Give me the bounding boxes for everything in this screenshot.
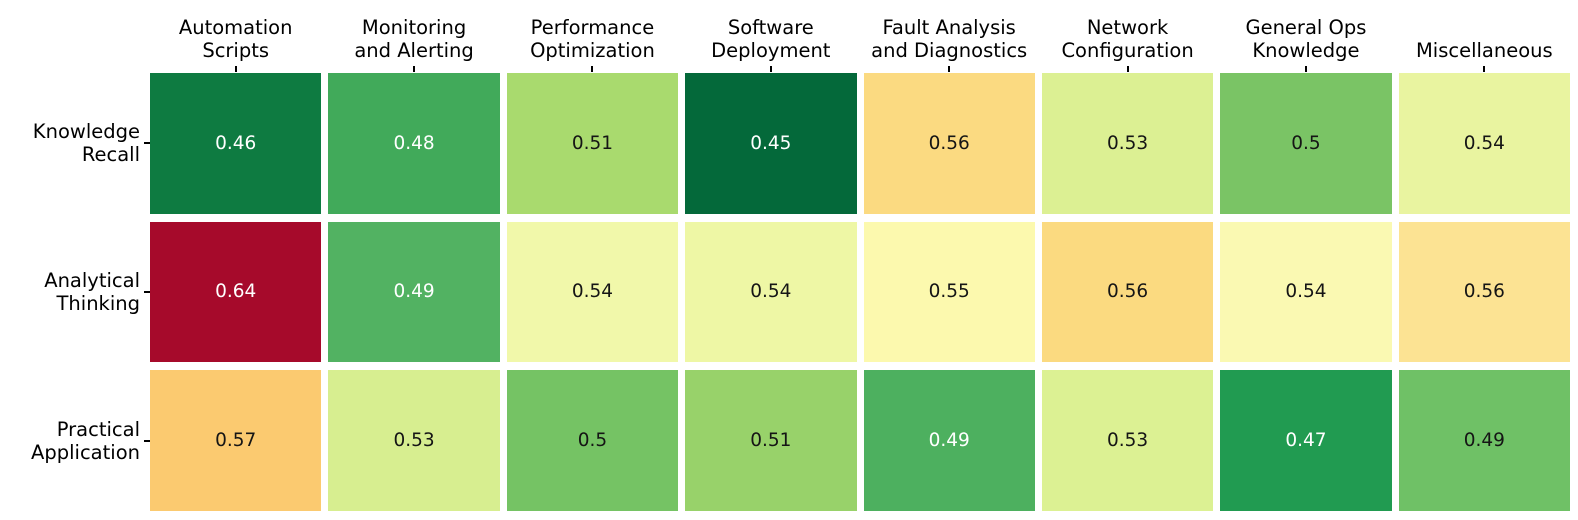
heatmap-grid: 0.46 0.48 0.51 0.45 0.56 0.53 0.5 0.54 0.64 0.49 0…: [150, 73, 1570, 511]
x-tick-mark: [413, 66, 416, 72]
column-header-7: Miscellaneous: [1399, 0, 1570, 72]
x-tick-mark: [591, 66, 594, 72]
column-header-6: General Ops Knowledge: [1220, 0, 1391, 72]
cell-value: 0.56: [1106, 281, 1149, 303]
heatmap-cell-r2-c6: 0.47: [1220, 370, 1392, 511]
column-header-4: Fault Analysis and Diagnostics: [864, 0, 1035, 72]
row-labels: Knowledge Recall Analytical Thinking Pract…: [0, 73, 150, 511]
cell-value: 0.48: [393, 132, 435, 154]
cell-value: 0.47: [1285, 430, 1327, 452]
column-label: Performance Optimization: [530, 16, 655, 62]
heatmap-cell-r1-c2: 0.54: [506, 221, 679, 363]
heatmap-cell-r0-c4: 0.56: [863, 73, 1035, 214]
heatmap-cell-r0-c1: 0.48: [328, 73, 500, 214]
cell-value: 0.49: [393, 281, 435, 303]
cell-value: 0.46: [215, 132, 257, 154]
cell-value: 0.54: [750, 281, 792, 303]
column-label: Miscellaneous: [1415, 39, 1553, 62]
heatmap-cell-r0-c5: 0.53: [1041, 73, 1214, 214]
cell-value: 0.51: [571, 132, 614, 154]
y-tick-mark: [144, 439, 150, 442]
x-tick-mark: [1483, 66, 1486, 72]
heatmap-cell-r2-c1: 0.53: [328, 370, 500, 511]
column-label: Monitoring and Alerting: [354, 16, 474, 62]
x-tick-mark: [234, 66, 237, 72]
column-label: Network Configuration: [1061, 16, 1194, 62]
heatmap-cell-r1-c7: 0.56: [1398, 221, 1570, 363]
cell-value: 0.56: [928, 132, 970, 154]
cell-value: 0.5: [1291, 132, 1321, 154]
cell-value: 0.49: [1463, 430, 1505, 452]
heatmap-cell-r2-c0: 0.57: [150, 370, 322, 511]
cell-value: 0.53: [1106, 132, 1149, 154]
cell-value: 0.57: [215, 430, 257, 452]
column-header-1: Monitoring and Alerting: [328, 0, 499, 72]
row-header-2: Practical Application: [0, 370, 150, 511]
heatmap-cell-r0-c0: 0.46: [150, 73, 322, 214]
heatmap-cell-r2-c2: 0.5: [506, 370, 679, 511]
column-headers: Automation Scripts Monitoring and Alertin…: [150, 0, 1570, 72]
cell-value: 0.45: [750, 132, 792, 154]
column-label: Software Deployment: [711, 16, 831, 62]
row-label: Knowledge Recall: [32, 120, 140, 167]
y-tick-mark: [144, 142, 150, 145]
cell-value: 0.54: [1285, 281, 1327, 303]
cell-value: 0.54: [571, 281, 614, 303]
row-label: Practical Application: [31, 417, 140, 464]
row-header-1: Analytical Thinking: [0, 222, 150, 363]
x-tick-mark: [1304, 66, 1307, 72]
heatmap-cell-r2-c7: 0.49: [1398, 370, 1570, 511]
cell-value: 0.54: [1463, 132, 1505, 154]
cell-value: 0.49: [928, 430, 970, 452]
cell-value: 0.5: [577, 430, 608, 452]
x-tick-mark: [769, 66, 772, 72]
cell-value: 0.53: [393, 430, 435, 452]
heatmap-cell-r0-c6: 0.5: [1220, 73, 1392, 214]
column-label: Automation Scripts: [178, 16, 293, 62]
heatmap-cell-r0-c7: 0.54: [1398, 73, 1570, 214]
cell-value: 0.55: [928, 281, 970, 303]
x-tick-mark: [948, 66, 951, 72]
column-label: Fault Analysis and Diagnostics: [871, 16, 1028, 62]
heatmap-cell-r1-c1: 0.49: [328, 221, 500, 363]
heatmap-cell-r1-c4: 0.55: [863, 221, 1035, 363]
row-header-0: Knowledge Recall: [0, 73, 150, 214]
heatmap-cell-r0-c3: 0.45: [685, 73, 857, 214]
column-header-2: Performance Optimization: [507, 0, 678, 72]
heatmap-cell-r2-c4: 0.49: [863, 370, 1035, 511]
heatmap-cell-r1-c6: 0.54: [1220, 221, 1392, 363]
heatmap-cell-r2-c3: 0.51: [685, 370, 857, 511]
column-label: General Ops Knowledge: [1245, 16, 1367, 62]
cell-value: 0.64: [215, 281, 257, 303]
cell-value: 0.56: [1463, 281, 1505, 303]
heatmap-cell-r0-c2: 0.51: [506, 73, 679, 214]
heatmap-cell-r1-c3: 0.54: [685, 221, 857, 363]
cell-value: 0.53: [1106, 430, 1149, 452]
heatmap-cell-r1-c0: 0.64: [150, 221, 322, 363]
y-tick-mark: [144, 290, 150, 293]
x-tick-mark: [1126, 66, 1129, 72]
cell-value: 0.51: [750, 430, 792, 452]
heatmap-cell-r1-c5: 0.56: [1041, 221, 1214, 363]
heatmap-cell-r2-c5: 0.53: [1041, 370, 1214, 511]
column-header-5: Network Configuration: [1042, 0, 1213, 72]
column-header-3: Software Deployment: [685, 0, 856, 72]
column-header-0: Automation Scripts: [150, 0, 321, 72]
row-label: Analytical Thinking: [44, 268, 140, 315]
